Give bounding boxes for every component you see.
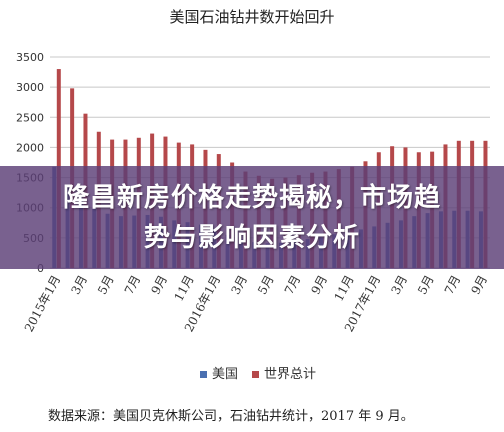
banner-text: 隆昌新房价格走势揭秘，市场趋 势与影响因素分析	[10, 178, 494, 258]
x-tick-label: 3月	[228, 273, 250, 297]
chart-title: 美国石油钻井数开始回升	[169, 8, 335, 26]
x-tick-label: 5月	[415, 273, 437, 297]
x-tick-label: 7月	[282, 273, 304, 297]
x-tick-label: 5月	[255, 273, 277, 297]
x-tick-label: 11月	[171, 273, 196, 304]
legend-item-world: 世界总计	[252, 363, 316, 382]
legend-swatch-us	[200, 371, 207, 378]
legend: 美国 世界总计	[0, 363, 504, 383]
y-tick-label: 2500	[16, 111, 44, 124]
overlay-banner: 隆昌新房价格走势揭秘，市场趋 势与影响因素分析	[0, 166, 504, 269]
x-tick-label: 9月	[308, 273, 330, 297]
legend-label-us: 美国	[212, 367, 239, 382]
legend-swatch-world	[252, 371, 259, 378]
source-note: 数据来源：美国贝克休斯公司，石油钻井统计，2017 年 9 月。	[48, 409, 414, 424]
y-tick-label: 3500	[16, 51, 44, 64]
y-tick-label: 2000	[16, 141, 44, 154]
y-tick-label: 3000	[16, 81, 44, 94]
x-tick-label: 3月	[68, 273, 90, 297]
x-tick-label: 5月	[95, 273, 117, 297]
banner-line-2: 势与影响因素分析	[143, 223, 360, 253]
x-tick-label: 7月	[442, 273, 464, 297]
x-tick-label: 9月	[468, 273, 490, 297]
x-tick-label: 11月	[331, 273, 356, 304]
x-tick-label: 3月	[388, 273, 410, 297]
x-tick-label: 2015年1月	[22, 273, 64, 334]
x-tick-label: 9月	[148, 273, 170, 297]
legend-label-world: 世界总计	[264, 367, 317, 382]
x-tick-label: 7月	[122, 273, 144, 297]
banner-line-1: 隆昌新房价格走势揭秘，市场趋	[62, 183, 441, 213]
legend-item-us: 美国	[200, 363, 238, 382]
